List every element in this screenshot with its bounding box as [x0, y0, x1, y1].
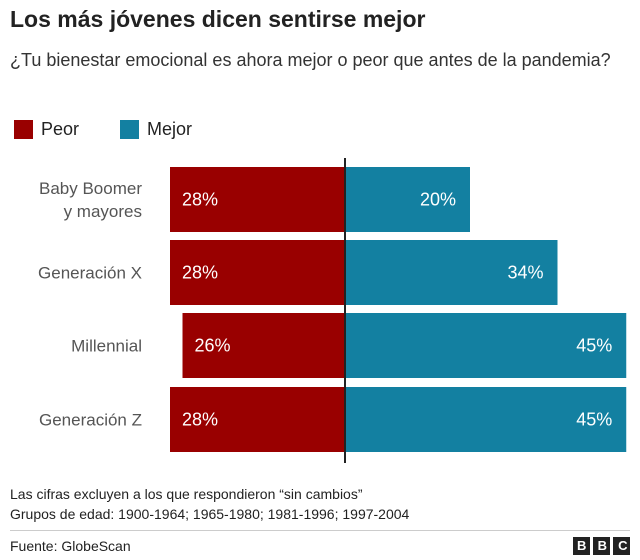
bar	[170, 167, 345, 232]
value-label: 26%	[195, 335, 231, 355]
category-label: Baby Boomer y mayores	[39, 178, 142, 221]
note: Grupos de edad: 1900-1964; 1965-1980; 19…	[10, 506, 410, 522]
category-label: Generación Z	[39, 410, 142, 429]
logo-text: BBC	[577, 538, 639, 553]
value-label: 28%	[182, 262, 218, 282]
value-label: 34%	[507, 262, 543, 282]
legend-label: Peor	[41, 119, 80, 139]
value-label: 45%	[576, 409, 612, 429]
bar	[170, 240, 345, 305]
logo: BBC	[573, 537, 630, 555]
bar	[345, 240, 558, 305]
category-label: Millennial	[71, 336, 142, 355]
bar	[170, 387, 345, 452]
chart-title: Los más jóvenes dicen sentirse mejor	[10, 6, 426, 32]
bar	[182, 313, 345, 378]
legend-label: Mejor	[147, 119, 193, 139]
chart-subtitle: ¿Tu bienestar emocional es ahora mejor o…	[10, 50, 611, 70]
legend-swatch	[14, 120, 33, 139]
value-label: 28%	[182, 409, 218, 429]
source: Fuente: GlobeScan	[10, 538, 131, 554]
bar	[345, 167, 470, 232]
legend-swatch	[120, 120, 139, 139]
value-label: 28%	[182, 189, 218, 209]
value-label: 20%	[420, 189, 456, 209]
divider	[10, 530, 630, 531]
bar	[345, 313, 627, 378]
note: Las cifras excluyen a los que respondier…	[10, 486, 363, 502]
bar	[345, 387, 627, 452]
value-label: 45%	[576, 335, 612, 355]
category-label: Generación X	[38, 263, 142, 282]
